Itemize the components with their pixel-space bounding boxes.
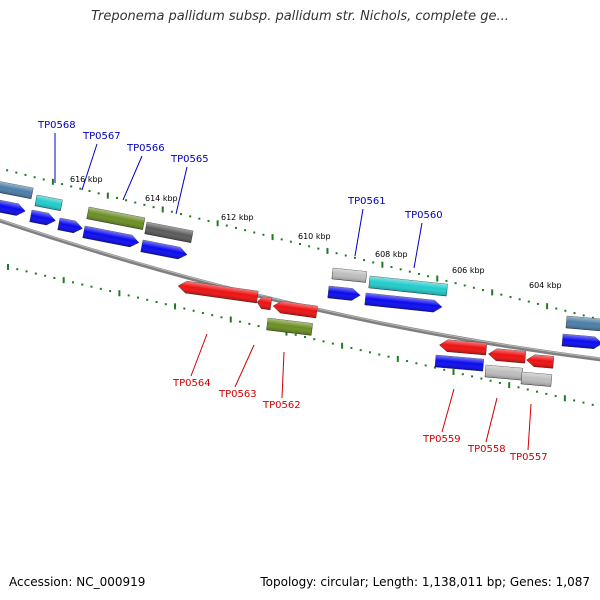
gene-bar-tp0561-shading [331,268,367,283]
gene-bar-tp0558[interactable] [484,364,524,381]
cds-arrow[interactable] [327,285,361,301]
scale-label: 606 kbp [452,266,485,275]
cds-arrow-reverse-shading [439,339,487,356]
cds-arrow[interactable] [82,225,140,248]
scale-label: 610 kbp [298,232,331,241]
gene-label-tp0565[interactable]: TP0565 [170,154,209,165]
scale-label: 612 kbp [221,213,254,222]
features-layer [0,179,600,387]
label-leader-line [485,397,498,443]
cds-arrow[interactable] [0,198,26,217]
gene-labels-layer: 616 kbp 614 kbp 612 kbp 610 kbp 608 kbp 606 k… [37,120,562,463]
gene-bar-tp0565-shading [144,222,194,243]
label-leader-line [190,333,208,377]
gene-label-tp0561[interactable]: TP0561 [347,196,386,207]
gene-label-tp0567[interactable]: TP0567 [82,131,121,142]
cds-arrow-reverse-shading [273,301,318,319]
gene-bar-tp0558-shading [484,365,523,381]
cds-arrow-shading [140,240,188,260]
cds-arrow-shading [29,210,56,226]
cds-arrow-reverse[interactable] [256,296,273,311]
scale-label: 614 kbp [145,194,178,203]
gene-bar-tp0559[interactable] [434,354,485,372]
label-leader-line [281,351,285,399]
gene-bar-tp0568[interactable] [34,194,63,211]
gene-bar-tp0560[interactable] [368,275,448,297]
cds-arrow-shading [57,218,83,233]
cds-arrow[interactable] [364,292,443,313]
cds-arrow-reverse[interactable] [439,339,488,356]
gene-label-tp0559[interactable]: TP0559 [422,434,461,445]
cds-arrow-reverse-shading [178,281,259,304]
gene-bar-steelblue-shading [0,180,34,199]
gene-bar-tp0557-shading [520,372,552,387]
gene-bar-tp0559-shading [434,355,484,372]
gene-bar-tp0566[interactable] [86,206,146,230]
gene-bar-tp0568-shading [34,195,63,211]
label-leader-line [413,222,423,269]
gene-label-tp0568[interactable]: TP0568 [37,120,76,131]
gene-bar-steelblue[interactable] [0,179,34,200]
cds-arrow-reverse[interactable] [526,354,555,369]
cds-arrow-shading [364,293,442,313]
label-leader-line [122,155,143,201]
cds-arrow-reverse[interactable] [177,280,259,304]
gene-bar-tp0561[interactable] [331,267,368,283]
label-leader-line [175,166,188,215]
scale-label: 616 kbp [70,175,103,184]
label-leader-line [354,208,364,257]
gene-label-tp0564[interactable]: TP0564 [172,378,211,389]
gene-label-tp0557[interactable]: TP0557 [509,452,548,463]
cds-arrow-shading [0,199,26,216]
map-title: Treponema pallidum subsp. pallidum str. … [91,9,509,24]
gene-label-tp0563[interactable]: TP0563 [218,389,257,400]
label-leader-line [234,344,255,388]
accession-text: Accession: NC_000919 [9,575,146,589]
topology-summary-text: Topology: circular; Length: 1,138,011 bp… [260,575,590,589]
gene-label-tp0560[interactable]: TP0560 [404,210,443,221]
cds-arrow-shading [82,226,139,247]
gene-label-tp0566[interactable]: TP0566 [126,143,165,154]
scale-ticks-layer [6,169,594,406]
cds-arrow-shading [327,286,361,301]
gene-label-tp0562[interactable]: TP0562 [262,400,301,411]
label-leader-line [527,403,532,451]
gene-bar-tp0562[interactable] [266,317,313,336]
cds-arrow[interactable] [57,217,84,234]
cds-arrow[interactable] [140,239,188,261]
gene-bar-tp0560-shading [368,276,448,297]
scale-label: 604 kbp [529,281,562,290]
gene-bar-right-edge-shading [565,316,600,332]
cds-arrow-shading [561,334,600,349]
cds-arrow[interactable] [29,209,57,227]
gene-bar-tp0557[interactable] [520,371,553,387]
gene-bar-tp0566-shading [86,207,145,230]
label-leader-line [441,388,455,433]
gene-bar-tp0565[interactable] [144,221,194,243]
cds-arrow-reverse-shading [257,296,272,310]
cds-arrow-reverse-shading [526,354,554,369]
gene-bar-right-edge[interactable] [565,315,600,332]
label-leader-line [81,143,98,191]
cds-arrow-reverse[interactable] [488,348,527,364]
gene-label-tp0558[interactable]: TP0558 [467,444,506,455]
scale-label: 608 kbp [375,250,408,259]
cds-arrow-reverse-shading [488,348,526,364]
gene-bar-tp0562-shading [266,318,313,336]
cds-arrow-reverse[interactable] [272,300,318,319]
cds-arrow[interactable] [561,333,600,349]
